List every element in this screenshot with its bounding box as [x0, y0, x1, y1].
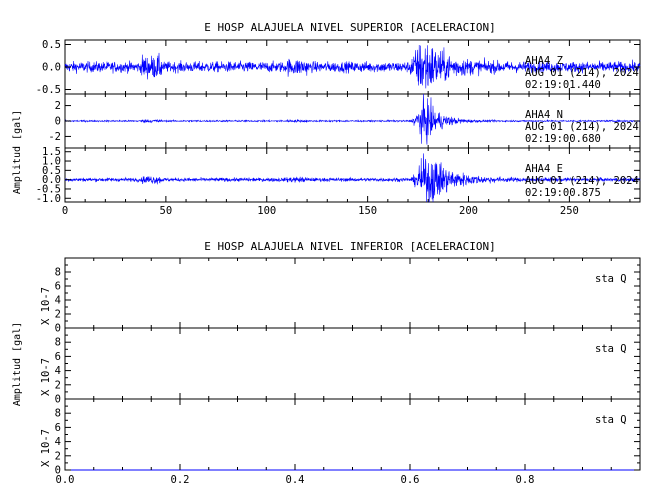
x-tick-label: 250	[560, 205, 579, 217]
y-tick-label: 4	[55, 295, 61, 307]
y-tick-label: 0	[55, 465, 61, 477]
y-tick-label: 0.0	[42, 62, 61, 74]
time-label: 02:19:01.440	[525, 79, 601, 91]
date-label: AUG 01 (214), 2024	[525, 121, 639, 133]
scale-label: X 10-7	[40, 429, 52, 467]
y-tick-label: 0	[55, 323, 61, 335]
y-tick-label: 0.5	[42, 39, 61, 51]
y-tick-label: 1.0	[42, 156, 61, 168]
y-tick-label: 2	[55, 309, 61, 321]
x-tick-label: 0	[62, 205, 68, 217]
y-tick-label: 1.5	[42, 146, 61, 158]
y-tick-label: 2	[55, 450, 61, 462]
y-tick-label: -0.5	[36, 84, 61, 96]
y-tick-label: 6	[55, 422, 61, 434]
empty-panel-1: 8 6 4 2 0X 10-7 sta Q	[40, 257, 641, 335]
x-tick-label: 50	[160, 205, 173, 217]
waveform-trace	[64, 44, 641, 89]
station-label: AHA4 E	[525, 163, 563, 175]
time-label: 02:19:00.680	[525, 133, 601, 145]
y-tick-label: -1.0	[36, 193, 61, 205]
waveform-trace	[64, 153, 641, 203]
x-tick-label: 0.4	[286, 474, 305, 486]
y-tick-label: 2	[55, 100, 61, 112]
station-label: AHA4 N	[525, 109, 563, 121]
y-tick-label: 4	[55, 365, 61, 377]
top-chart-title: E HOSP ALAJUELA NIVEL SUPERIOR [ACELERAC…	[204, 21, 495, 34]
top-y-axis-label: Amplitud [gal]	[12, 110, 23, 194]
y-tick-label: 8	[55, 337, 61, 349]
y-tick-label: 8	[55, 267, 61, 279]
panel-frame	[64, 327, 641, 400]
y-tick-label: 0	[55, 394, 61, 406]
panel-frame	[64, 147, 641, 203]
scale-label: X 10-7	[40, 287, 52, 325]
x-tick-label: 0.6	[401, 474, 420, 486]
y-tick-label: 6	[55, 281, 61, 293]
scale-label: X 10-7	[40, 358, 52, 396]
y-tick-label: 8	[55, 408, 61, 420]
station-label: sta Q	[595, 343, 627, 355]
x-tick-label: 100	[257, 205, 276, 217]
x-tick-label: 0.2	[171, 474, 190, 486]
x-tick-label: 150	[358, 205, 377, 217]
y-tick-label: 0.0	[42, 174, 61, 186]
panel-frame	[64, 398, 641, 471]
y-tick-label: -0.5	[36, 183, 61, 195]
empty-panel-2: 8 6 4 2 0X 10-7 sta Q	[40, 327, 641, 406]
bottom-y-axis-label: Amplitud [gal]	[12, 322, 23, 406]
station-label: AHA4 Z	[525, 55, 563, 67]
x-tick-label: 0.0	[56, 474, 75, 486]
date-label: AUG 01 (214), 2024	[525, 175, 639, 187]
date-label: AUG 01 (214), 2024	[525, 67, 639, 79]
y-tick-label: 2	[55, 379, 61, 391]
x-tick-label: 200	[459, 205, 478, 217]
station-label: sta Q	[595, 414, 627, 426]
y-tick-label: 0.5	[42, 165, 61, 177]
panel-frame	[64, 257, 641, 329]
station-label: sta Q	[595, 273, 627, 285]
empty-panel-3: 8 6 4 2 0X 10-7 sta Q	[40, 398, 641, 477]
waveform-trace	[64, 93, 641, 145]
y-tick-label: 0	[55, 116, 61, 128]
x-tick-label: 0.8	[516, 474, 535, 486]
y-tick-label: 6	[55, 351, 61, 363]
bottom-chart-title: E HOSP ALAJUELA NIVEL INFERIOR [ACELERAC…	[204, 240, 495, 253]
time-label: 02:19:00.875	[525, 187, 601, 199]
y-tick-label: 4	[55, 436, 61, 448]
y-tick-label: -2	[48, 131, 61, 143]
